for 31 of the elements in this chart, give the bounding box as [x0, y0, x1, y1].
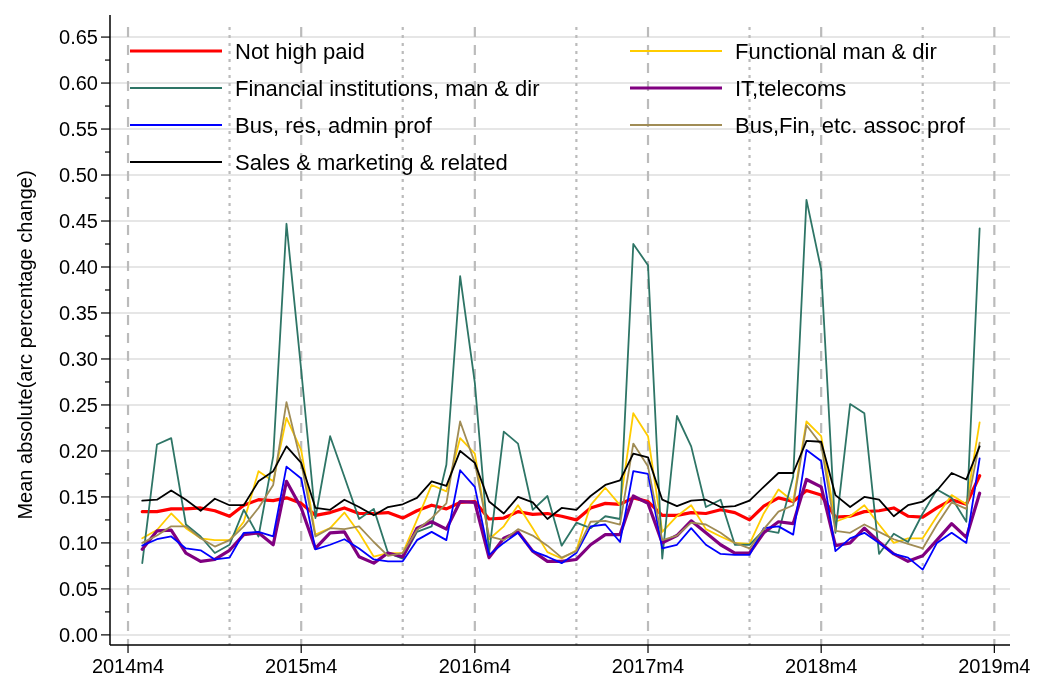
legend-label: Bus,Fin, etc. assoc prof [735, 112, 966, 138]
x-tick-label: 2015m4 [265, 655, 338, 677]
legend-label: IT,telecoms [735, 75, 847, 101]
y-tick-label: 0.50 [59, 164, 98, 187]
y-tick-label: 0.10 [59, 531, 98, 554]
y-tick-label: 0.45 [59, 210, 98, 233]
x-tick-label: 2017m4 [611, 655, 685, 677]
y-axis-title: Mean absolute(arc percentage change) [14, 170, 36, 520]
line-series [141, 439, 981, 520]
legend-label: Not high paid [235, 38, 365, 64]
y-tick-label: 0.25 [59, 393, 98, 416]
legend-label: Functional man & dir [735, 38, 937, 64]
y-tick-label: 0.55 [59, 118, 98, 141]
x-tick-label: 2019m4 [958, 655, 1031, 677]
y-tick-label: 0.15 [59, 485, 98, 508]
y-tick-label: 0.60 [59, 72, 98, 95]
legend-label: Bus, res, admin prof [235, 112, 433, 138]
y-tick-label: 0.35 [59, 301, 98, 324]
legend-label: Sales & marketing & related [235, 149, 508, 175]
line-series [141, 198, 981, 565]
y-tick-label: 0.20 [59, 439, 98, 462]
legend-label: Financial institutions, man & dir [235, 75, 540, 101]
y-tick-label: 0.40 [59, 256, 98, 278]
y-tick-label: 0.05 [59, 577, 98, 600]
y-tick-label: 0.00 [59, 623, 98, 646]
y-tick-label: 0.30 [59, 347, 98, 370]
line-series [141, 449, 981, 571]
x-tick-label: 2014m4 [91, 655, 165, 677]
x-tick-label: 2018m4 [785, 655, 858, 677]
y-tick-label: 0.65 [59, 26, 98, 49]
x-tick-label: 2016m4 [438, 655, 511, 677]
